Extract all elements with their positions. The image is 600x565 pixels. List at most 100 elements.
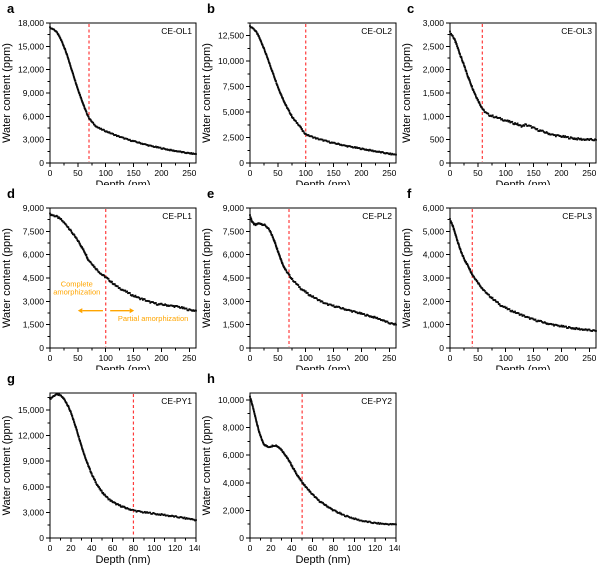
panel-b: b 0 50 100 150 200 250 0 2,500 5,000 7,500 10,000 1… — [200, 0, 400, 185]
svg-text:200: 200 — [154, 168, 168, 178]
svg-text:40: 40 — [287, 543, 297, 553]
empty-cell — [400, 370, 600, 565]
svg-text:150: 150 — [126, 353, 140, 363]
svg-text:4,000: 4,000 — [423, 250, 445, 260]
svg-text:Depth (nm): Depth (nm) — [95, 179, 150, 185]
svg-text:150: 150 — [326, 353, 340, 363]
svg-text:40: 40 — [87, 543, 97, 553]
svg-text:1,000: 1,000 — [423, 111, 445, 121]
svg-text:200: 200 — [154, 353, 168, 363]
svg-text:100: 100 — [499, 353, 513, 363]
svg-text:0: 0 — [48, 168, 53, 178]
svg-text:0: 0 — [239, 158, 244, 168]
svg-text:1,000: 1,000 — [423, 320, 445, 330]
svg-text:3,000: 3,000 — [423, 273, 445, 283]
svg-text:6,000: 6,000 — [23, 482, 45, 492]
svg-text:15,000: 15,000 — [18, 405, 44, 415]
water-depth-chart-a: 0 50 100 150 200 250 0 3,000 6,000 9,000 12,000 15,… — [1, 18, 197, 185]
svg-text:9,000: 9,000 — [23, 88, 45, 98]
svg-text:150: 150 — [326, 168, 340, 178]
panel-letter-f: f — [407, 186, 412, 201]
panel-d: d 0 50 100 150 200 250 0 1,500 3,000 4,500 6,000 7,… — [0, 185, 200, 370]
svg-text:0: 0 — [239, 533, 244, 543]
water-depth-chart-d: 0 50 100 150 200 250 0 1,500 3,000 4,500 6,000 7,50… — [1, 203, 197, 370]
svg-text:0: 0 — [439, 158, 444, 168]
svg-text:50: 50 — [473, 353, 483, 363]
svg-text:150: 150 — [526, 168, 540, 178]
svg-text:3,000: 3,000 — [423, 18, 445, 28]
svg-text:CE-PL2: CE-PL2 — [362, 211, 392, 221]
svg-text:2,000: 2,000 — [423, 296, 445, 306]
svg-text:3,000: 3,000 — [23, 296, 45, 306]
svg-text:3,000: 3,000 — [223, 296, 245, 306]
svg-text:0: 0 — [248, 168, 253, 178]
svg-text:140: 140 — [389, 543, 400, 553]
svg-text:15,000: 15,000 — [18, 41, 44, 51]
svg-text:100: 100 — [147, 543, 161, 553]
svg-text:0: 0 — [448, 168, 453, 178]
svg-text:0: 0 — [48, 543, 53, 553]
svg-text:Depth (nm): Depth (nm) — [295, 364, 350, 370]
svg-text:6,000: 6,000 — [23, 250, 45, 260]
svg-text:60: 60 — [108, 543, 118, 553]
panel-g: g 0 20 40 60 80 100 120 140 0 3,000 6,000 9,000 12,0… — [0, 370, 200, 565]
svg-text:5,000: 5,000 — [223, 107, 245, 117]
svg-text:50: 50 — [73, 168, 83, 178]
panel-letter-d: d — [7, 186, 15, 201]
svg-text:50: 50 — [73, 353, 83, 363]
svg-text:150: 150 — [526, 353, 540, 363]
svg-text:3,000: 3,000 — [23, 135, 45, 145]
svg-text:amorphization: amorphization — [53, 288, 100, 297]
svg-text:1,500: 1,500 — [23, 320, 45, 330]
svg-text:6,000: 6,000 — [23, 111, 45, 121]
svg-text:1,500: 1,500 — [423, 88, 445, 98]
panel-letter-e: e — [207, 186, 215, 201]
svg-text:0: 0 — [248, 353, 253, 363]
svg-text:0: 0 — [439, 343, 444, 353]
svg-text:50: 50 — [273, 168, 283, 178]
svg-text:6,000: 6,000 — [423, 203, 445, 213]
svg-text:9,000: 9,000 — [23, 203, 45, 213]
svg-text:200: 200 — [554, 168, 568, 178]
svg-text:Depth (nm): Depth (nm) — [295, 179, 350, 185]
water-depth-chart-h: 0 20 40 60 80 100 120 140 0 2,000 4,000 6,000 8,000 1… — [201, 392, 400, 565]
svg-text:Depth (nm): Depth (nm) — [95, 364, 150, 370]
svg-text:0: 0 — [239, 343, 244, 353]
panel-f: f 0 50 100 150 200 250 0 1,000 2,000 3,000 4,000 5,… — [400, 185, 600, 370]
svg-text:100: 100 — [99, 168, 113, 178]
svg-text:140: 140 — [189, 543, 200, 553]
svg-text:50: 50 — [473, 168, 483, 178]
svg-text:7,500: 7,500 — [23, 226, 45, 236]
svg-text:250: 250 — [382, 353, 396, 363]
panel-e: e 0 50 100 150 200 250 0 1,500 3,000 4,500 6,000 7,… — [200, 185, 400, 370]
svg-text:250: 250 — [182, 168, 196, 178]
svg-text:1,500: 1,500 — [223, 320, 245, 330]
svg-text:Water content (ppm): Water content (ppm) — [1, 228, 13, 328]
svg-text:100: 100 — [347, 543, 361, 553]
svg-text:80: 80 — [329, 543, 339, 553]
svg-text:250: 250 — [182, 353, 196, 363]
svg-text:Water content (ppm): Water content (ppm) — [401, 228, 413, 328]
svg-text:2,500: 2,500 — [223, 133, 245, 143]
svg-text:0: 0 — [448, 353, 453, 363]
water-depth-chart-g: 0 20 40 60 80 100 120 140 0 3,000 6,000 9,000 12,000… — [1, 392, 200, 565]
svg-text:120: 120 — [368, 543, 382, 553]
svg-text:Depth (nm): Depth (nm) — [95, 554, 150, 565]
svg-text:7,500: 7,500 — [223, 226, 245, 236]
svg-text:250: 250 — [382, 168, 396, 178]
svg-text:Water content (ppm): Water content (ppm) — [201, 43, 213, 143]
svg-text:5,000: 5,000 — [423, 226, 445, 236]
svg-text:CE-OL3: CE-OL3 — [561, 26, 592, 36]
water-depth-chart-b: 0 50 100 150 200 250 0 2,500 5,000 7,500 10,000 12,… — [201, 22, 397, 185]
svg-text:0: 0 — [48, 353, 53, 363]
svg-text:Water content (ppm): Water content (ppm) — [1, 416, 13, 516]
svg-text:100: 100 — [299, 353, 313, 363]
svg-text:Complete: Complete — [61, 280, 93, 289]
svg-text:250: 250 — [582, 353, 596, 363]
svg-text:100: 100 — [99, 353, 113, 363]
svg-text:12,000: 12,000 — [18, 431, 44, 441]
svg-text:120: 120 — [168, 543, 182, 553]
svg-text:200: 200 — [354, 168, 368, 178]
svg-text:20: 20 — [66, 543, 76, 553]
